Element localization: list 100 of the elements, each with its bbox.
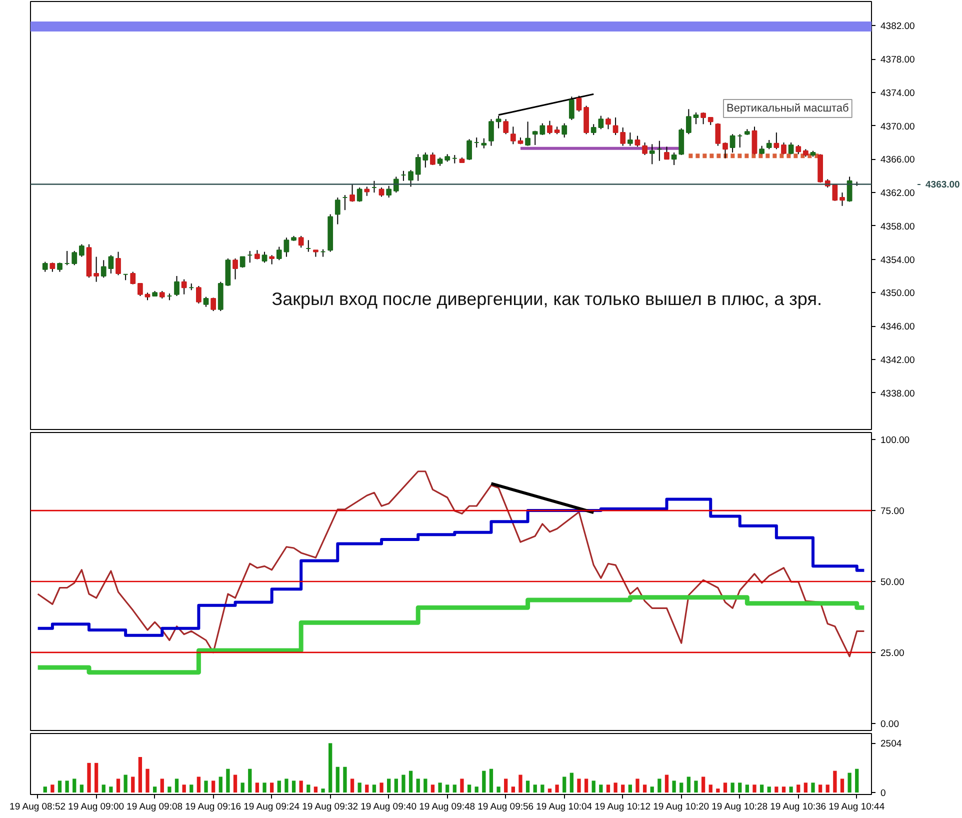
candlestick [510, 126, 516, 145]
x-tick-label: 19 Aug 10:20 [653, 802, 710, 812]
annotation: Вертикальный масштаб [726, 102, 849, 114]
bar [694, 780, 698, 793]
candlestick [590, 124, 596, 136]
y-tick-label: 100.00 [880, 435, 910, 446]
bar [218, 776, 222, 793]
x-tick-label: 19 Aug 08:52 [10, 802, 66, 812]
bar [146, 768, 150, 793]
y-tick-label: 4378.00 [880, 54, 915, 66]
bar [526, 780, 530, 793]
bar [680, 782, 684, 793]
x-tick-label: 19 Aug 10:28 [712, 802, 768, 812]
candlestick [693, 112, 699, 125]
y-tick-label: 0.00 [880, 718, 899, 730]
candlestick [356, 187, 362, 202]
y-tick-label: 4374.00 [880, 88, 915, 99]
bar [642, 784, 647, 793]
candlestick [232, 258, 238, 280]
candlestick [393, 176, 399, 194]
candlestick [722, 142, 728, 159]
bar [380, 782, 384, 793]
bar [584, 778, 588, 793]
bar [365, 784, 369, 793]
candlestick [562, 122, 568, 138]
bar [212, 780, 216, 793]
annotation: Закрыл вход после дивергенции, как только вышел в плюс, а зря. [272, 288, 822, 309]
y-tick-label: 4342.00 [880, 354, 915, 366]
bar [818, 784, 822, 793]
x-tick-label: 19 Aug 10:12 [594, 802, 651, 812]
bar [496, 786, 500, 793]
candlestick [42, 261, 48, 272]
bar [811, 782, 815, 793]
bar [745, 784, 750, 793]
bar [102, 784, 106, 793]
candlestick [116, 251, 121, 276]
bar [686, 776, 690, 793]
y-tick-label: 4366.00 [880, 154, 915, 166]
y-tick-label: 25.00 [880, 648, 904, 659]
bar [592, 780, 596, 793]
bar [438, 782, 442, 793]
bar [562, 776, 566, 793]
bar [174, 778, 179, 793]
y-tick-label: 4350.00 [880, 288, 915, 300]
bar [658, 778, 662, 793]
y-tick-label: 4382.00 [880, 21, 915, 32]
y-tick-label: 0 [880, 788, 886, 800]
x-tick-label: 19 Aug 09:00 [68, 802, 124, 812]
bar [446, 784, 450, 793]
bar [233, 774, 238, 793]
bar [716, 788, 720, 793]
bar [774, 786, 778, 793]
candlestick [386, 185, 392, 198]
y-tick-label: 4358.00 [880, 221, 915, 232]
candlestick [78, 244, 84, 258]
bar [664, 774, 669, 793]
candlestick [503, 118, 509, 135]
bar [452, 784, 456, 793]
bar [226, 768, 230, 793]
bar [840, 778, 844, 793]
bar [270, 782, 274, 793]
bar [833, 770, 837, 793]
candlestick [276, 246, 282, 261]
y-tick-label: 4362.00 [880, 188, 915, 200]
bar [152, 786, 157, 793]
x-tick-label: 19 Aug 10:44 [828, 802, 885, 812]
bar [284, 778, 288, 793]
bar [701, 776, 706, 793]
bar [160, 778, 164, 793]
bar [138, 756, 142, 793]
bar [182, 784, 186, 793]
candlestick [174, 275, 180, 297]
candlestick [262, 251, 268, 264]
candlestick [766, 139, 772, 150]
bar [72, 778, 76, 793]
y-tick-label: 4354.00 [880, 254, 915, 266]
candlestick [700, 112, 706, 125]
candlestick [547, 120, 552, 135]
bar [168, 786, 172, 793]
bar [408, 770, 413, 793]
bar [94, 762, 98, 793]
bar [343, 766, 347, 793]
bar [204, 780, 208, 793]
bar [621, 784, 625, 793]
y-tick-label: 50.00 [880, 577, 904, 588]
bar [65, 780, 69, 793]
bar [321, 788, 325, 793]
bar [372, 784, 376, 793]
candlestick [634, 135, 640, 148]
bar [424, 778, 428, 793]
bar [760, 784, 764, 793]
candlestick [620, 126, 626, 146]
bar [43, 786, 47, 793]
bar [504, 778, 508, 793]
candlestick [612, 116, 618, 136]
candlestick [664, 146, 670, 160]
bar [416, 778, 420, 793]
bar [555, 784, 559, 793]
candlestick [181, 278, 187, 295]
bar [190, 784, 194, 793]
